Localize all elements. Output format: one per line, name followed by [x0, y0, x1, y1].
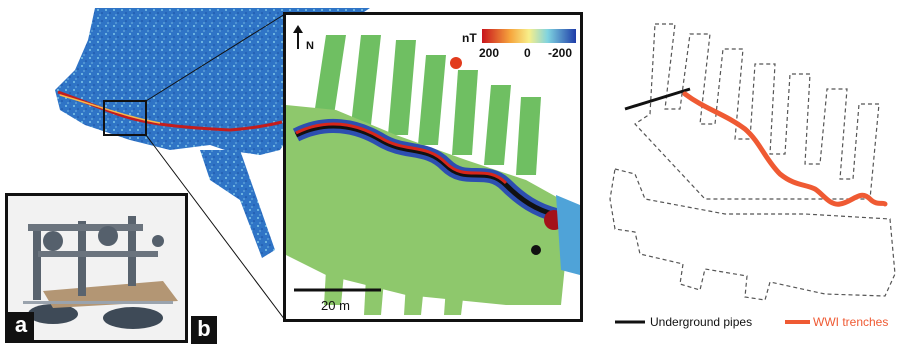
- survey-outline-bottom: [609, 168, 896, 301]
- colorbar-tick: 0: [524, 46, 531, 60]
- colorbar-tick: 200: [479, 46, 499, 60]
- colorbar-tick: -200: [548, 46, 572, 60]
- strip-1: [314, 35, 346, 115]
- north-label: N: [306, 40, 314, 52]
- strip-3: [388, 40, 416, 135]
- underground-pipes-line: [624, 87, 691, 111]
- colorbar-unit: nT: [462, 31, 477, 45]
- north-arrow-icon: [293, 25, 303, 49]
- strip-2: [351, 35, 381, 125]
- strip-6: [484, 85, 511, 165]
- legend-label-pipes: Underground pipes: [650, 315, 752, 329]
- zoom-box: [103, 100, 147, 136]
- survey-area-strip: [200, 150, 275, 258]
- legend: Underground pipes WWI trenches: [615, 315, 888, 329]
- instrument-illustration: [8, 196, 185, 340]
- colorbar: [482, 29, 576, 43]
- detail-map-canvas: N nT 200 0 -200 20 m: [286, 15, 580, 319]
- strip-5: [452, 70, 478, 155]
- detail-map: N nT 200 0 -200 20 m: [283, 12, 583, 322]
- wwi-trench-line: [682, 91, 888, 207]
- interpretation-map: Underground pipes WWI trenches: [609, 23, 896, 329]
- survey-field: [286, 105, 571, 305]
- instrument-photo: a: [5, 193, 188, 343]
- panel-label-b: b: [191, 316, 217, 344]
- strip-7: [516, 97, 541, 175]
- legend-label-trenches: WWI trenches: [813, 315, 888, 329]
- strip-4: [418, 55, 446, 145]
- survey-outline-top: [634, 23, 880, 200]
- panel-label-a: a: [8, 312, 34, 340]
- scale-bar-label: 20 m: [321, 298, 350, 313]
